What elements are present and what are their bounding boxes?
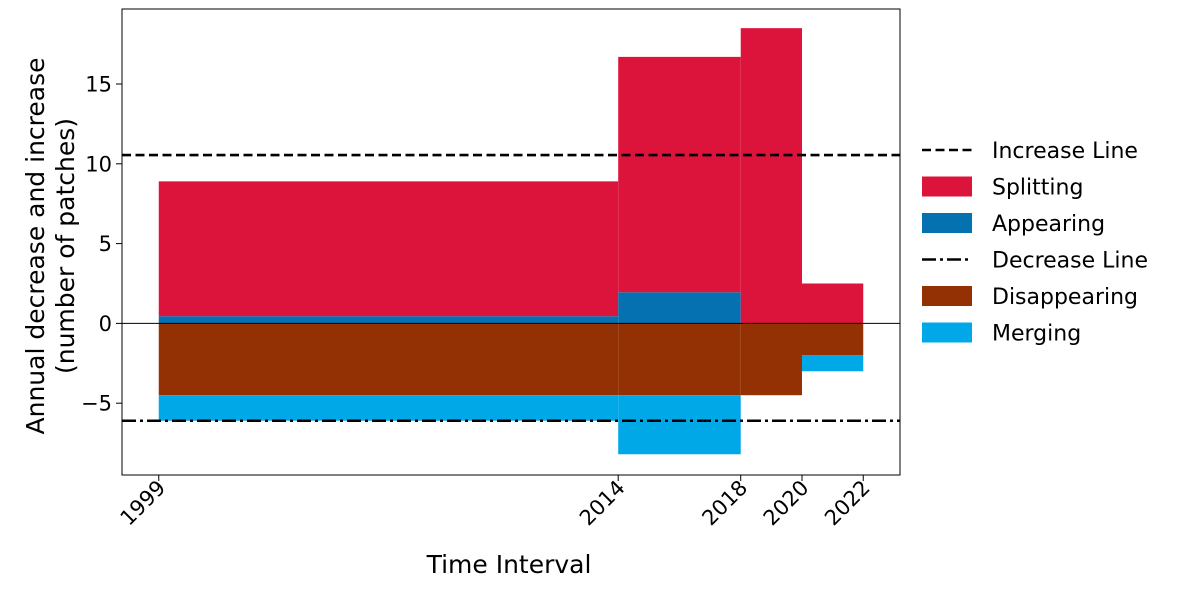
legend-label-splitting: Splitting: [992, 176, 1083, 201]
legend-label-merging: Merging: [992, 322, 1081, 347]
legend-swatch-appearing: [922, 213, 972, 233]
y-tick-label: 10: [85, 152, 112, 176]
plot-frame: [121, 8, 901, 476]
x-tick-label: 2018: [697, 476, 752, 531]
x-tick-label: 1999: [116, 476, 171, 531]
bar-merging-1999-2014: [158, 395, 619, 421]
x-axis: 1999 2014 2018 2020 2022: [116, 475, 875, 530]
bar-disappearing-2018-2020: [740, 323, 802, 396]
legend-swatch-merging: [922, 322, 972, 343]
y-tick-label: 5: [99, 232, 112, 256]
y-tick-label: −5: [81, 392, 112, 416]
bar-disappearing-2014-2018: [618, 323, 741, 396]
bar-disappearing-2020-2022: [801, 323, 864, 356]
bar-merging-2014-2018: [618, 395, 741, 455]
y-axis-label-line-2: (number of patches): [51, 118, 80, 374]
bar-splitting-1999-2014: [158, 181, 619, 317]
bar-appearing-2014-2018: [618, 292, 741, 324]
bar-appearing-1999-2014: [158, 316, 619, 324]
bar-splitting-2020-2022: [801, 283, 864, 324]
legend-label-disappearing: Disappearing: [992, 285, 1138, 310]
legend-swatch-disappearing: [922, 286, 972, 306]
legend-label-appearing: Appearing: [992, 212, 1105, 237]
y-axis-label-line-1: Annual decrease and increase: [21, 58, 50, 435]
legend: Increase Line Splitting Appearing Decrease …: [922, 139, 1148, 347]
legend-label-increase-line: Increase Line: [992, 139, 1138, 164]
legend-swatch-splitting: [922, 176, 972, 197]
bar-splitting-2018-2020: [740, 28, 802, 324]
x-axis-label: Time Interval: [426, 550, 592, 579]
y-tick-label: 0: [99, 312, 112, 336]
x-tick-label: 2014: [575, 476, 630, 531]
x-tick-label: 2020: [759, 476, 814, 531]
bars-layer: [158, 28, 864, 455]
bar-merging-2020-2022: [801, 355, 864, 372]
x-tick-label: 2022: [820, 476, 875, 531]
reference-lines: [122, 153, 900, 423]
legend-label-decrease-line: Decrease Line: [992, 249, 1148, 274]
bar-splitting-2014-2018: [618, 56, 741, 293]
y-tick-label: 15: [85, 73, 112, 97]
bar-disappearing-1999-2014: [158, 323, 619, 396]
y-axis: −5 0 5 10 15: [81, 73, 122, 416]
